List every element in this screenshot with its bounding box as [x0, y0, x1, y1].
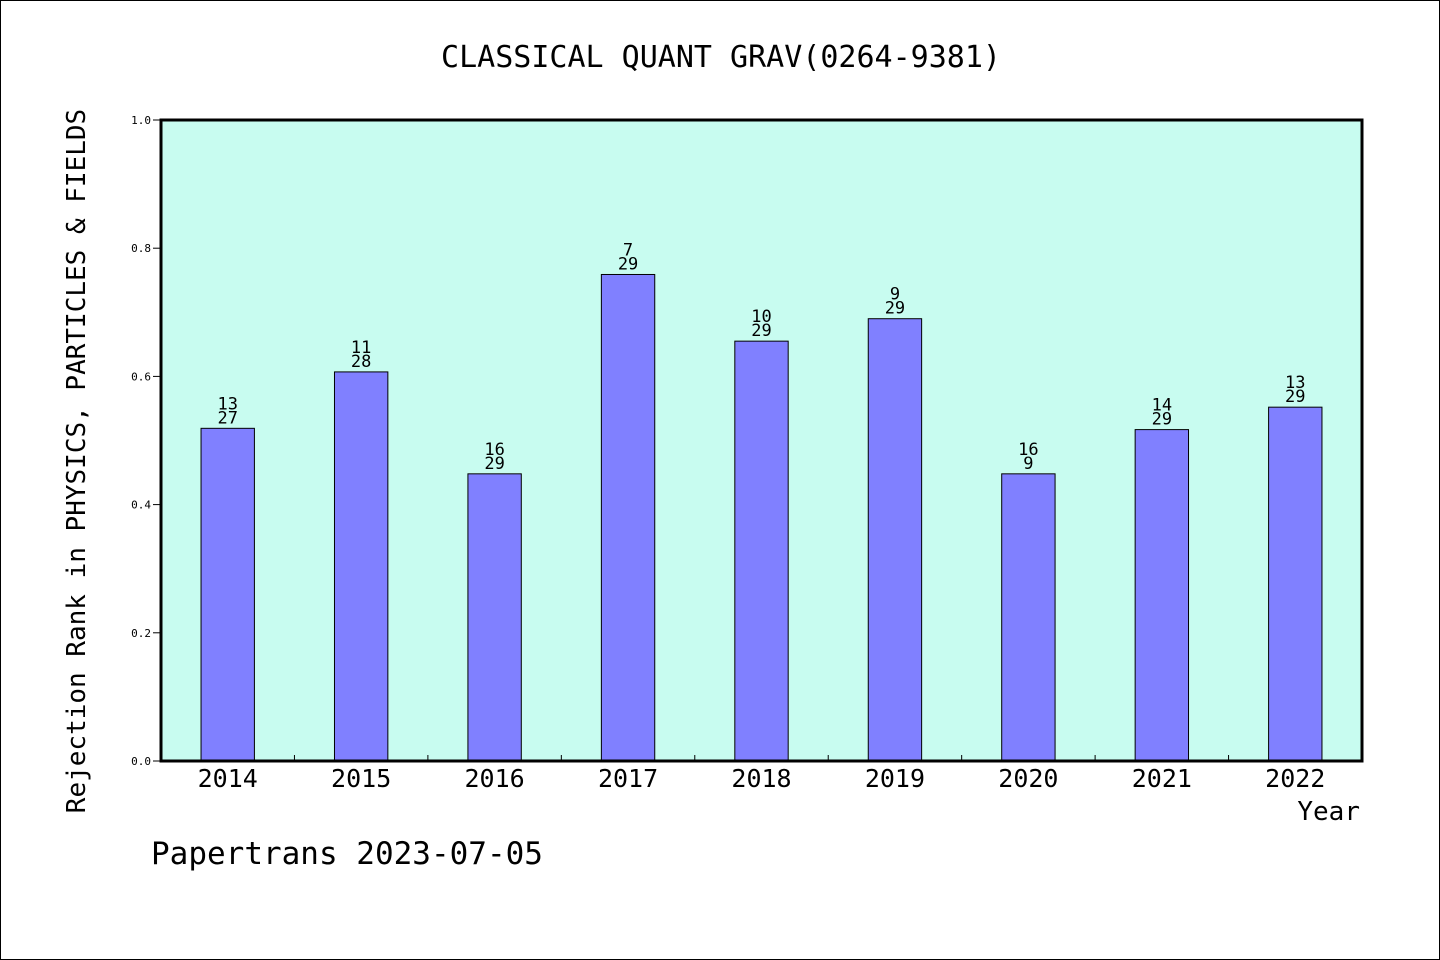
chart-title: CLASSICAL QUANT GRAV(0264-9381) — [441, 40, 1001, 75]
bar-2014 — [200, 427, 255, 762]
bar-2015 — [333, 371, 389, 762]
bar-2019 — [867, 318, 923, 762]
bar-2022 — [1268, 406, 1323, 762]
bar-label-top-2015: 11 — [351, 338, 371, 358]
bar-2020 — [1001, 473, 1056, 762]
y-axis-label: Rejection Rank in PHYSICS, PARTICLES & F… — [62, 109, 92, 813]
x-tick-label-2017: 2017 — [598, 764, 658, 793]
bar-2021 — [1134, 429, 1190, 762]
y-tick-label: 0.6 — [131, 370, 151, 383]
bar-label-bottom-2017: 29 — [618, 254, 638, 274]
y-ticks-group: 0.0 0.2 0.4 0.6 0.8 1.0 — [131, 114, 161, 768]
bar-2018 — [734, 340, 789, 762]
bar-2016 — [467, 473, 522, 762]
bar-label-bottom-2016: 29 — [484, 454, 504, 474]
bar-label-top-2022: 13 — [1285, 373, 1305, 393]
bar-label-bottom-2015: 28 — [351, 352, 371, 372]
bar-label-bottom-2019: 29 — [885, 299, 905, 319]
plot-border — [159, 118, 1364, 763]
bar-label-top-2014: 13 — [217, 394, 237, 414]
y-tick-label: 0.2 — [131, 627, 151, 640]
bar-label-bottom-2021: 29 — [1152, 410, 1172, 430]
x-axis-label: Year — [1297, 797, 1360, 827]
bar-label-top-2017: 7 — [623, 240, 633, 260]
x-tick-label-2019: 2019 — [865, 764, 925, 793]
bar-label-bottom-2020: 9 — [1023, 454, 1033, 474]
y-tick-label: 0.4 — [131, 499, 151, 512]
y-tick-label: 1.0 — [131, 114, 151, 127]
bar-2017 — [600, 273, 656, 762]
bar-label-top-2016: 16 — [484, 440, 504, 460]
x-tick-label-2021: 2021 — [1132, 764, 1192, 793]
bar-label-bottom-2022: 29 — [1285, 387, 1305, 407]
x-tick-label-2020: 2020 — [998, 764, 1058, 793]
x-ticks-group: 2014 2015 2016 2017 2018 2019 2020 2021 2022 — [198, 755, 1325, 793]
bar-label-bottom-2018: 29 — [751, 321, 771, 341]
x-tick-label-2015: 2015 — [331, 764, 391, 793]
bar-label-top-2021: 14 — [1152, 396, 1172, 416]
bar-label-top-2020: 16 — [1018, 440, 1038, 460]
bars-group — [200, 273, 1323, 762]
footer-credit: Papertrans 2023-07-05 — [151, 836, 543, 872]
bar-label-top-2019: 9 — [890, 285, 900, 305]
x-tick-label-2014: 2014 — [198, 764, 258, 793]
bar-label-top-2018: 10 — [751, 307, 771, 327]
x-tick-label-2018: 2018 — [731, 764, 791, 793]
y-tick-label: 0.8 — [131, 242, 151, 255]
x-tick-label-2016: 2016 — [465, 764, 525, 793]
x-tick-label-2022: 2022 — [1265, 764, 1325, 793]
y-tick-label: 0.0 — [131, 755, 151, 768]
bar-label-bottom-2014: 27 — [217, 408, 237, 428]
